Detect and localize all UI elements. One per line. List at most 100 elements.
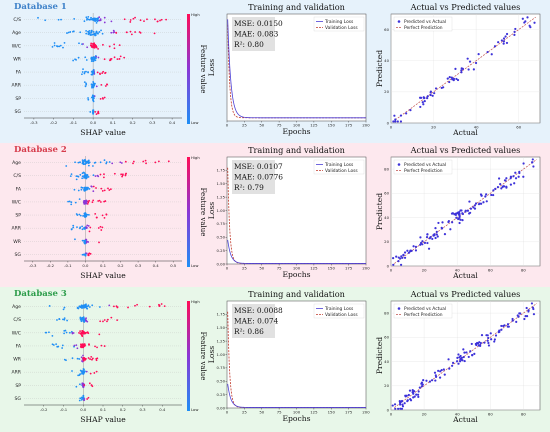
shap-point [90, 355, 93, 358]
data-point [421, 240, 424, 243]
shap-point [82, 357, 85, 360]
shap-summary-plot: C/S Age W/C WR FA ARR SP SG -0.3 -0.2 -0.1 0.0 0.1 0.… [11, 12, 207, 137]
shap-point [158, 304, 161, 307]
data-point [474, 61, 478, 65]
data-point [441, 221, 444, 224]
data-point [475, 341, 479, 345]
database-title: Database 3 [14, 289, 67, 299]
shap-point [58, 45, 61, 48]
data-point [505, 32, 509, 36]
data-point [464, 209, 467, 212]
shap-point [71, 331, 74, 334]
shap-point [98, 72, 101, 75]
shap-point [89, 111, 92, 113]
shap-point [93, 46, 96, 49]
shap-point [83, 176, 85, 179]
plot-area [226, 300, 367, 409]
feature-label: FA [16, 186, 22, 192]
shap-point [89, 372, 92, 375]
training-loss-line [227, 19, 366, 119]
y-tick-label: 20 [384, 239, 389, 244]
shap-point [86, 305, 89, 308]
data-point [436, 235, 439, 238]
x-axis-label: SHAP value [80, 415, 126, 424]
shap-point [87, 241, 90, 243]
shap-point [83, 305, 86, 308]
data-point [397, 407, 400, 410]
y-tick-label: 1.75 [217, 168, 226, 173]
shap-point [90, 185, 93, 188]
x-tick-label: 150 [328, 266, 336, 271]
data-point [489, 332, 492, 335]
feature-label: SP [15, 383, 21, 389]
feature-label: C/S [13, 317, 21, 323]
data-point [447, 219, 451, 223]
data-point [514, 27, 517, 31]
feature-colorbar [187, 157, 190, 267]
data-point [435, 230, 438, 233]
data-point [448, 76, 451, 79]
shap-point [122, 173, 124, 176]
shap-point [72, 224, 75, 227]
shap-point [75, 344, 78, 347]
shap-point [70, 228, 73, 231]
data-point [400, 255, 403, 258]
data-point [409, 109, 412, 112]
data-point [458, 214, 461, 218]
feature-colorbar [187, 301, 190, 411]
shap-point [118, 58, 121, 60]
shap-point [124, 174, 127, 177]
shap-point [132, 162, 134, 165]
y-tick-label: 60 [384, 191, 389, 196]
x-tick-label: -0.2 [40, 407, 48, 412]
shap-point [109, 59, 112, 61]
data-point [505, 186, 508, 189]
data-point [429, 236, 432, 239]
shap-point [91, 201, 94, 204]
data-point [483, 341, 486, 344]
data-point [463, 359, 466, 363]
shap-point [67, 31, 70, 34]
shap-point [70, 201, 73, 204]
data-point [398, 401, 402, 404]
shap-point [123, 18, 126, 21]
y-tick-label: 40 [384, 215, 389, 220]
x-tick-label: 200 [362, 410, 370, 415]
data-point [392, 263, 395, 266]
x-tick-label: 0.0 [82, 263, 89, 268]
y-tick-label: 60 [384, 335, 389, 340]
data-point [511, 317, 514, 321]
shap-point [79, 316, 82, 319]
data-point [480, 194, 483, 197]
y-tick-label: 0 [387, 263, 390, 268]
shap-point [105, 213, 108, 216]
x-axis-label: Actual [452, 128, 478, 137]
shap-point [69, 31, 72, 33]
shap-point [113, 56, 116, 59]
data-point [421, 243, 424, 246]
shap-point [82, 398, 84, 400]
data-point [426, 97, 429, 100]
shap-point [101, 32, 104, 35]
y-tick-label: 40 [384, 58, 389, 63]
x-tick-label: 60 [488, 412, 493, 417]
shap-point [68, 331, 71, 334]
shap-point [90, 31, 93, 34]
shap-point [103, 189, 106, 192]
data-point [524, 20, 527, 23]
data-point [423, 96, 426, 100]
data-point [492, 193, 495, 197]
shap-point [86, 307, 89, 310]
shap-point [91, 72, 94, 75]
feature-label: SP [15, 213, 21, 219]
data-point [415, 393, 418, 396]
shap-point [98, 241, 100, 244]
y-tick-label: 0.75 [217, 365, 226, 370]
shap-point [89, 252, 92, 255]
shap-point [72, 30, 74, 33]
shap-point [118, 44, 121, 47]
x-tick-label: 100 [293, 266, 301, 271]
shap-point [86, 224, 89, 227]
feature-label: Age [12, 30, 21, 36]
data-point [494, 334, 498, 337]
